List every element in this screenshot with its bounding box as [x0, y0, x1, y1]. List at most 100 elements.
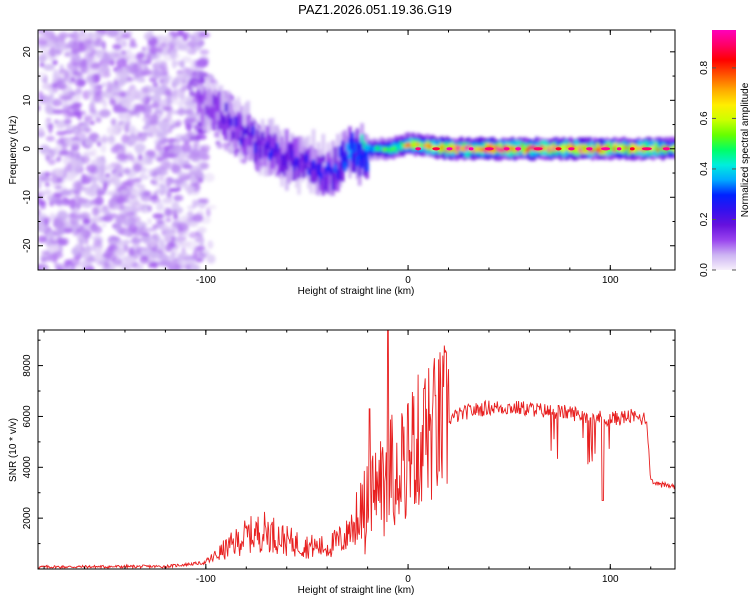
noise-speckle [39, 201, 47, 210]
noise-speckle [166, 96, 172, 106]
ridge-cell [481, 147, 486, 152]
noise-speckle [62, 85, 73, 96]
noise-speckle [68, 33, 73, 38]
noise-speckle [149, 46, 158, 55]
noise-speckle [159, 184, 167, 189]
noise-speckle [67, 265, 73, 270]
ridge-cell [273, 133, 277, 152]
noise-speckle [59, 149, 69, 156]
ridge-cell [328, 157, 333, 172]
noise-speckle [93, 73, 100, 80]
ridge-band [197, 78, 675, 196]
noise-speckle [90, 228, 96, 234]
ridge-cell [236, 111, 241, 134]
ridge-cell [292, 162, 296, 181]
noise-speckle [171, 145, 181, 155]
y-tick-label: 10 [22, 94, 33, 106]
noise-speckle [70, 57, 76, 63]
noise-speckle [95, 172, 107, 182]
ridge-cell [292, 137, 296, 168]
noise-speckle [142, 59, 150, 65]
noise-speckle [83, 151, 95, 157]
ridge-cell [365, 143, 369, 152]
noise-speckle [171, 221, 177, 228]
ridge-cell [299, 136, 304, 168]
ridge-cell [287, 153, 292, 183]
ridge-cell [484, 147, 488, 153]
noise-speckle [156, 156, 164, 162]
ridge-cell [501, 147, 505, 153]
ridge-cell [362, 145, 367, 177]
ridge-cell [564, 145, 568, 150]
noise-speckle [163, 106, 171, 111]
noise-speckle [130, 237, 142, 245]
ridge-cell [620, 145, 624, 151]
noise-speckle [98, 109, 111, 119]
noise-speckle [139, 73, 145, 83]
noise-speckle [74, 53, 81, 62]
ridge-cell [467, 145, 471, 150]
ridge-cell [353, 142, 357, 153]
noise-speckle [95, 117, 102, 123]
ridge-cell [336, 169, 340, 180]
noise-speckle [188, 231, 199, 239]
noise-speckle [116, 168, 125, 175]
noise-speckle [102, 215, 114, 223]
noise-speckle [162, 197, 174, 204]
ridge-cell [661, 145, 665, 151]
noise-speckle [144, 69, 152, 76]
ridge-cell [217, 91, 221, 112]
noise-speckle [38, 90, 44, 101]
noise-speckle [170, 251, 176, 260]
noise-speckle [73, 110, 82, 118]
ridge-cell [547, 147, 551, 152]
ridge-cell [365, 149, 369, 173]
noise-speckle [149, 261, 158, 267]
ridge-cell [275, 143, 279, 154]
noise-speckle [111, 256, 122, 265]
noise-speckle [80, 212, 91, 219]
noise-speckle [111, 118, 116, 126]
noise-speckle [203, 172, 215, 183]
ridge-cell [224, 118, 228, 141]
noise-speckle [126, 30, 133, 36]
noise-speckle [129, 62, 135, 67]
ridge-cell [510, 146, 515, 152]
noise-speckle [54, 170, 65, 177]
ridge-cell [348, 149, 352, 159]
ridge-cell [321, 155, 326, 163]
ridge-cell [236, 131, 241, 141]
noise-speckle [93, 254, 102, 260]
noise-speckle [85, 74, 96, 85]
ridge-cell [593, 147, 597, 152]
ridge-peak [432, 147, 440, 151]
noise-speckle [76, 202, 81, 210]
ridge-peak [616, 147, 622, 151]
ridge-cell [307, 168, 311, 176]
ridge-cell [297, 159, 301, 170]
noise-speckle [164, 208, 173, 217]
noise-speckle [184, 259, 196, 265]
noise-speckle [88, 174, 95, 180]
ridge-cell [634, 145, 639, 155]
ridge-cell [212, 107, 216, 131]
noise-speckle [81, 178, 86, 185]
ridge-peak [484, 147, 494, 151]
ridge-cell [294, 156, 299, 181]
noise-speckle [218, 135, 225, 141]
noise-speckle [41, 83, 53, 90]
ridge-cell [357, 142, 362, 149]
ridge-cell [222, 116, 226, 125]
noise-speckle [194, 245, 206, 251]
noise-speckle [82, 231, 89, 238]
noise-speckle [132, 159, 138, 164]
noise-speckle [165, 244, 173, 252]
ridge-cell [234, 121, 238, 157]
noise-speckle [146, 53, 152, 60]
noise-speckle [97, 159, 104, 167]
noise-speckle [156, 47, 163, 54]
noise-speckle [74, 193, 81, 201]
noise-speckle [48, 56, 56, 61]
noise-speckle [187, 33, 193, 39]
ridge-cell [338, 146, 343, 158]
